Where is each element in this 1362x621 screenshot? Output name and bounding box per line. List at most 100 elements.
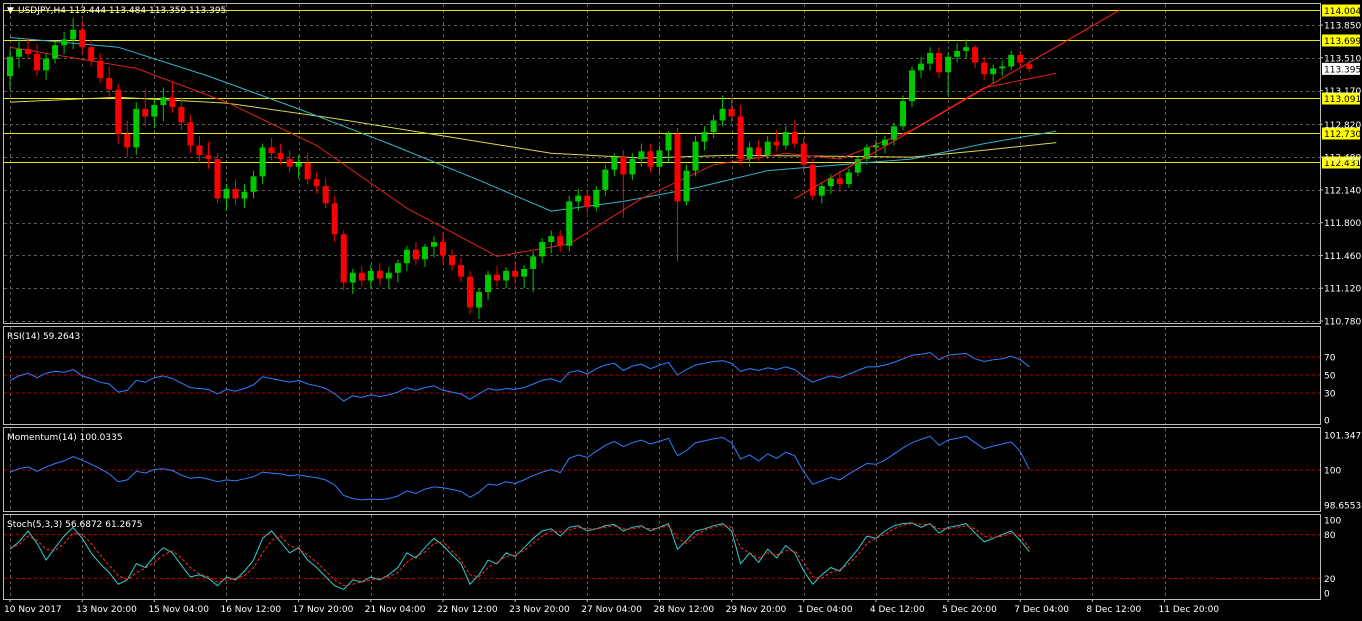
bearish-candle [1026,64,1033,69]
price-axis-label: 113.510 [1324,54,1361,64]
bearish-candle [439,241,446,256]
bullish-candle [999,66,1006,69]
time-axis-label: 11 Dec 20:00 [1159,605,1220,615]
bearish-candle [773,141,780,146]
price-axis-label: 111.460 [1324,252,1361,262]
indicator-axis-label: 100 [1324,517,1341,527]
bullish-candle [611,157,618,170]
moving-average-fast-line [9,46,1057,257]
bearish-candle [268,147,275,154]
bearish-candle [836,178,843,185]
bullish-candle [854,159,861,173]
momentum-pane-border [3,427,1321,512]
time-axis-label: 8 Dec 12:00 [1086,605,1141,615]
bullish-candle [746,147,753,160]
bullish-candle [764,141,771,156]
bullish-candle [151,105,158,117]
level-price-tag [1322,92,1360,105]
indicator-axis-label: 0 [1324,417,1330,427]
bullish-candle [16,49,23,57]
bearish-candle [304,162,311,180]
bullish-candle [530,256,537,269]
symbol-header: USDJPY,H4 113.444 113.484 113.359 113.39… [18,6,226,16]
bearish-candle [79,29,86,48]
bearish-candle [448,255,455,266]
bullish-candle [250,176,257,192]
bullish-candle [954,51,961,57]
time-axis: 10 Nov 2017 13 Nov 20:00 15 Nov 04:00 16 No… [4,599,1219,615]
bullish-candle [945,56,952,73]
bullish-candle [70,29,77,40]
bullish-candle [566,201,573,246]
bullish-candle [782,132,789,146]
stochastic-title: Stoch(5,3,3) 56.6872 61.2675 [7,520,142,530]
bearish-candle [584,195,591,208]
bullish-candle [863,147,870,160]
bearish-candle [936,52,943,73]
bearish-candle [1017,54,1024,63]
bearish-candle [647,151,654,167]
time-axis-label: 29 Nov 20:00 [726,605,787,615]
level-price-label: 113.091 [1324,95,1361,105]
bullish-candle [403,249,410,264]
bearish-candle [620,157,627,175]
level-price-label: 112.730 [1324,130,1361,140]
bullish-candle [1008,54,1015,67]
bullish-candle [710,120,717,133]
indicator-axis-label: 20 [1324,575,1336,585]
indicator-axis-label: 70 [1324,354,1336,364]
bullish-candle [918,63,925,71]
bullish-candle [61,39,68,46]
rsi-pane-border [3,326,1321,425]
bullish-candle [548,236,555,242]
price-axis-label: 112.140 [1324,186,1361,196]
time-axis-label: 22 Nov 12:00 [437,605,498,615]
indicator-axis-label: 101.3475 [1324,432,1362,442]
indicator-axis-label: 0 [1324,590,1330,600]
bearish-candle [376,270,383,279]
level-price-tag [1322,4,1360,17]
bearish-candle [178,106,185,123]
time-axis-label: 5 Dec 20:00 [942,605,997,615]
bullish-candle [665,133,672,151]
price-axis-label: 113.850 [1324,22,1361,32]
momentum-line [9,435,1030,501]
bullish-candle [521,268,528,277]
bearish-candle [800,143,807,165]
bullish-candle [259,147,266,177]
bullish-candle [927,52,934,64]
horizontal-levels: 114.004 113.699 113.091 112.730 112.431 [4,4,1361,169]
bearish-candle [340,234,347,283]
bearish-candle [728,108,735,117]
time-axis-label: 27 Nov 04:00 [581,605,642,615]
bullish-candle [845,172,852,185]
bearish-candle [142,108,149,117]
bearish-candle [25,49,32,54]
bullish-candle [593,189,600,208]
bearish-candle [755,147,762,156]
bearish-candle [412,249,419,260]
bullish-candle [872,145,879,148]
bearish-candle [467,276,474,308]
time-axis-label: 7 Dec 04:00 [1014,605,1069,615]
support-trendline[interactable] [794,9,1120,199]
time-axis-label: 17 Nov 20:00 [293,605,354,615]
bullish-candle [430,241,437,247]
indicator-axis-label: 98.6553 [1324,501,1361,511]
chart-menu-arrow-icon[interactable]: ▼ [7,6,14,16]
time-axis-label: 15 Nov 04:00 [148,605,209,615]
bullish-candle [692,141,699,171]
bullish-candle [241,191,248,199]
bearish-candle [358,272,365,281]
bearish-candle [512,270,519,277]
bullish-candle [485,274,492,293]
bearish-candle [34,53,41,71]
price-axis: 113.850 113.510 113.170 112.820 112.480 112.1… [1320,22,1361,328]
current-price-label: 113.395 [1324,65,1361,75]
candlesticks [7,18,1033,320]
bullish-candle [385,272,392,279]
time-axis-label: 1 Dec 04:00 [798,605,853,615]
bearish-candle [106,78,113,90]
